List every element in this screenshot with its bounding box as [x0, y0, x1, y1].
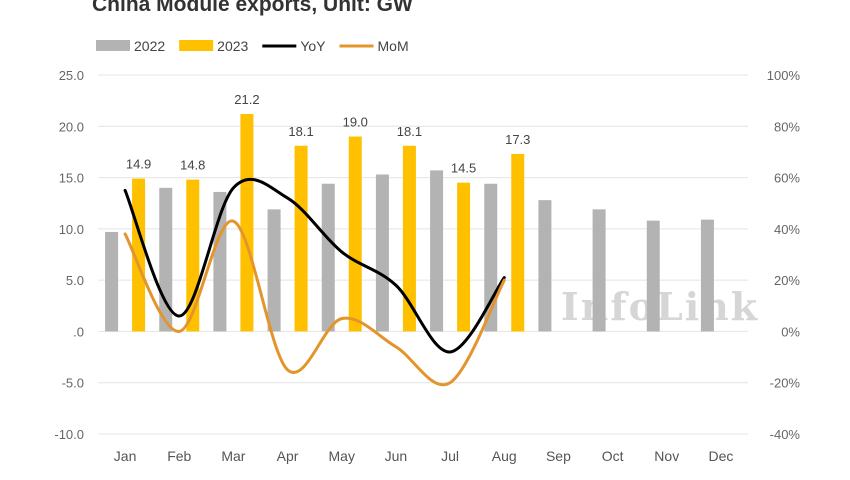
left-tick-label: .0	[73, 324, 84, 339]
legend-label-yoy: YoY	[300, 38, 326, 54]
legend-item-yoy[interactable]: YoY	[262, 38, 326, 54]
data-label-2023-aug: 17.3	[505, 132, 530, 147]
left-tick-label: -10.0	[54, 427, 84, 442]
left-axis: 25.0 20.0 15.0 10.0 5.0 .0 -5.0 -10.0	[54, 68, 84, 442]
x-tick-feb: Feb	[167, 448, 191, 464]
right-tick-label: -20%	[770, 376, 801, 391]
right-axis: 100% 80% 60% 40% 20% 0% -20% -40%	[767, 68, 801, 442]
bar-2023-may	[348, 136, 362, 332]
legend-label-2023: 2023	[217, 38, 248, 54]
bar-2022-jun	[375, 174, 389, 332]
left-tick-label: -5.0	[62, 376, 84, 391]
legend-label-2022: 2022	[134, 38, 165, 54]
x-tick-oct: Oct	[602, 448, 624, 464]
legend-swatch-2022	[96, 40, 130, 51]
x-tick-jun: Jun	[385, 448, 408, 464]
bar-2022-may	[321, 183, 335, 332]
bar-2022-nov	[646, 220, 660, 332]
legend-item-2023[interactable]: 2023	[179, 38, 249, 54]
right-tick-label: 80%	[774, 119, 800, 134]
legend-item-mom[interactable]: MoM	[339, 38, 409, 54]
right-tick-label: 60%	[774, 171, 800, 186]
x-tick-jan: Jan	[114, 448, 137, 464]
bar-2023-jul	[457, 182, 471, 332]
x-tick-mar: Mar	[221, 448, 245, 464]
data-label-2023-jan: 14.9	[126, 157, 151, 172]
x-tick-sep: Sep	[546, 448, 571, 464]
x-axis: Jan Feb Mar Apr May Jun Jul Aug Sep Oct Nov Dec	[114, 448, 734, 464]
chart-title: China Module exports, Unit: GW	[92, 0, 413, 17]
x-tick-jul: Jul	[441, 448, 459, 464]
bar-2023-apr	[294, 145, 308, 332]
bar-2022-apr	[267, 209, 281, 332]
bar-2023-mar	[240, 113, 254, 332]
gridlines	[98, 74, 748, 435]
x-tick-dec: Dec	[708, 448, 733, 464]
data-label-2023-jun: 18.1	[397, 124, 422, 139]
right-tick-label: 0%	[781, 324, 800, 339]
left-tick-label: 20.0	[59, 119, 84, 134]
data-label-2023-mar: 21.2	[234, 92, 259, 107]
bar-2022-dec	[700, 219, 714, 332]
line-mom	[123, 219, 506, 387]
left-tick-label: 15.0	[59, 171, 84, 186]
x-tick-may: May	[329, 448, 355, 464]
bar-2022-jan	[105, 231, 119, 332]
left-tick-label: 5.0	[66, 273, 84, 288]
data-label-2023-may: 19.0	[343, 115, 368, 130]
data-label-2023-feb: 14.8	[180, 158, 205, 173]
lines	[123, 177, 506, 387]
bar-2022-sep	[538, 200, 552, 332]
bar-2022-jul	[430, 170, 444, 332]
left-tick-label: 10.0	[59, 222, 84, 237]
data-label-2023-jul: 14.5	[451, 161, 476, 176]
line-yoy	[123, 177, 506, 354]
data-label-2023-apr: 18.1	[288, 124, 313, 139]
legend-label-mom: MoM	[378, 38, 409, 54]
right-tick-label: 100%	[767, 68, 801, 83]
bar-2023-jun	[402, 145, 416, 332]
data-labels: 14.9 14.8 21.2 18.1 19.0 18.1 14.5 17.3	[126, 92, 530, 176]
x-tick-nov: Nov	[654, 448, 679, 464]
right-tick-label: 20%	[774, 273, 800, 288]
left-tick-label: 25.0	[59, 68, 84, 83]
chart-title-unit: , Unit: GW	[311, 0, 413, 16]
legend-item-2022[interactable]: 2022	[96, 38, 165, 54]
legend[interactable]: 2022 2023 YoY MoM	[96, 38, 409, 54]
chart-title-main: China Module exports	[92, 0, 312, 16]
right-tick-label: 40%	[774, 222, 800, 237]
watermark-layer: InfoLink	[561, 284, 759, 329]
x-tick-apr: Apr	[277, 448, 299, 464]
legend-swatch-2023	[179, 40, 214, 51]
x-tick-aug: Aug	[492, 448, 517, 464]
right-tick-label: -40%	[770, 427, 801, 442]
bar-2022-oct	[592, 209, 606, 332]
watermark: InfoLink	[561, 284, 759, 329]
bar-2023-aug	[511, 153, 525, 332]
